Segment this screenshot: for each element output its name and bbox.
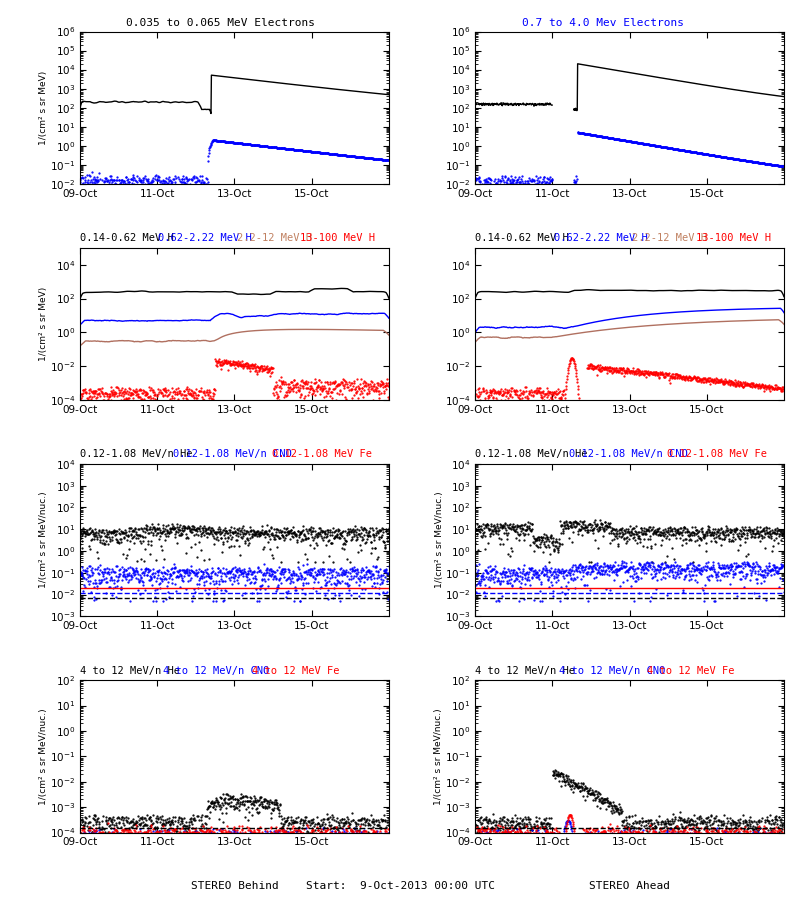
Text: 4 to 12 MeV/n CNO: 4 to 12 MeV/n CNO xyxy=(558,666,665,676)
Text: 4 to 12 MeV Fe: 4 to 12 MeV Fe xyxy=(647,666,734,676)
Text: 2.2-12 MeV H: 2.2-12 MeV H xyxy=(237,233,312,243)
Text: STEREO Ahead: STEREO Ahead xyxy=(589,881,670,891)
Text: 4 to 12 MeV/n He: 4 to 12 MeV/n He xyxy=(80,666,180,676)
Text: 0.12-1.08 MeV/n He: 0.12-1.08 MeV/n He xyxy=(475,449,588,460)
Text: 4 to 12 MeV Fe: 4 to 12 MeV Fe xyxy=(252,666,339,676)
Text: 0.7 to 4.0 Mev Electrons: 0.7 to 4.0 Mev Electrons xyxy=(522,18,683,28)
Text: 4 to 12 MeV/n CNO: 4 to 12 MeV/n CNO xyxy=(163,666,270,676)
Text: 0.12-1.08 MeV Fe: 0.12-1.08 MeV Fe xyxy=(666,449,766,460)
Text: 0.62-2.22 MeV H: 0.62-2.22 MeV H xyxy=(158,233,252,243)
Text: 0.14-0.62 MeV H: 0.14-0.62 MeV H xyxy=(80,233,174,243)
Text: 0.12-1.08 MeV/n CNO: 0.12-1.08 MeV/n CNO xyxy=(174,449,292,460)
Text: 0.14-0.62 MeV H: 0.14-0.62 MeV H xyxy=(475,233,569,243)
Text: Start:  9-Oct-2013 00:00 UTC: Start: 9-Oct-2013 00:00 UTC xyxy=(306,881,494,891)
Text: 4 to 12 MeV/n He: 4 to 12 MeV/n He xyxy=(475,666,575,676)
Text: 0.62-2.22 MeV H: 0.62-2.22 MeV H xyxy=(554,233,647,243)
Y-axis label: 1/(cm² s sr MeV/nuc.): 1/(cm² s sr MeV/nuc.) xyxy=(434,708,443,805)
Y-axis label: 1/(cm² s sr MeV/nuc.): 1/(cm² s sr MeV/nuc.) xyxy=(39,491,48,589)
Y-axis label: 1/(cm² s sr MeV): 1/(cm² s sr MeV) xyxy=(39,70,48,145)
Text: 13-100 MeV H: 13-100 MeV H xyxy=(300,233,375,243)
Text: 13-100 MeV H: 13-100 MeV H xyxy=(695,233,770,243)
Text: 2.2-12 MeV H: 2.2-12 MeV H xyxy=(632,233,707,243)
Y-axis label: 1/(cm² s sr MeV): 1/(cm² s sr MeV) xyxy=(39,287,48,361)
Text: 0.035 to 0.065 MeV Electrons: 0.035 to 0.065 MeV Electrons xyxy=(126,18,315,28)
Text: 0.12-1.08 MeV/n CNO: 0.12-1.08 MeV/n CNO xyxy=(569,449,687,460)
Y-axis label: 1/(cm² s sr MeV/nuc.): 1/(cm² s sr MeV/nuc.) xyxy=(39,708,48,805)
Text: STEREO Behind: STEREO Behind xyxy=(190,881,278,891)
Text: 0.12-1.08 MeV Fe: 0.12-1.08 MeV Fe xyxy=(271,449,371,460)
Y-axis label: 1/(cm² s sr MeV/nuc.): 1/(cm² s sr MeV/nuc.) xyxy=(434,491,443,589)
Text: 0.12-1.08 MeV/n He: 0.12-1.08 MeV/n He xyxy=(80,449,193,460)
